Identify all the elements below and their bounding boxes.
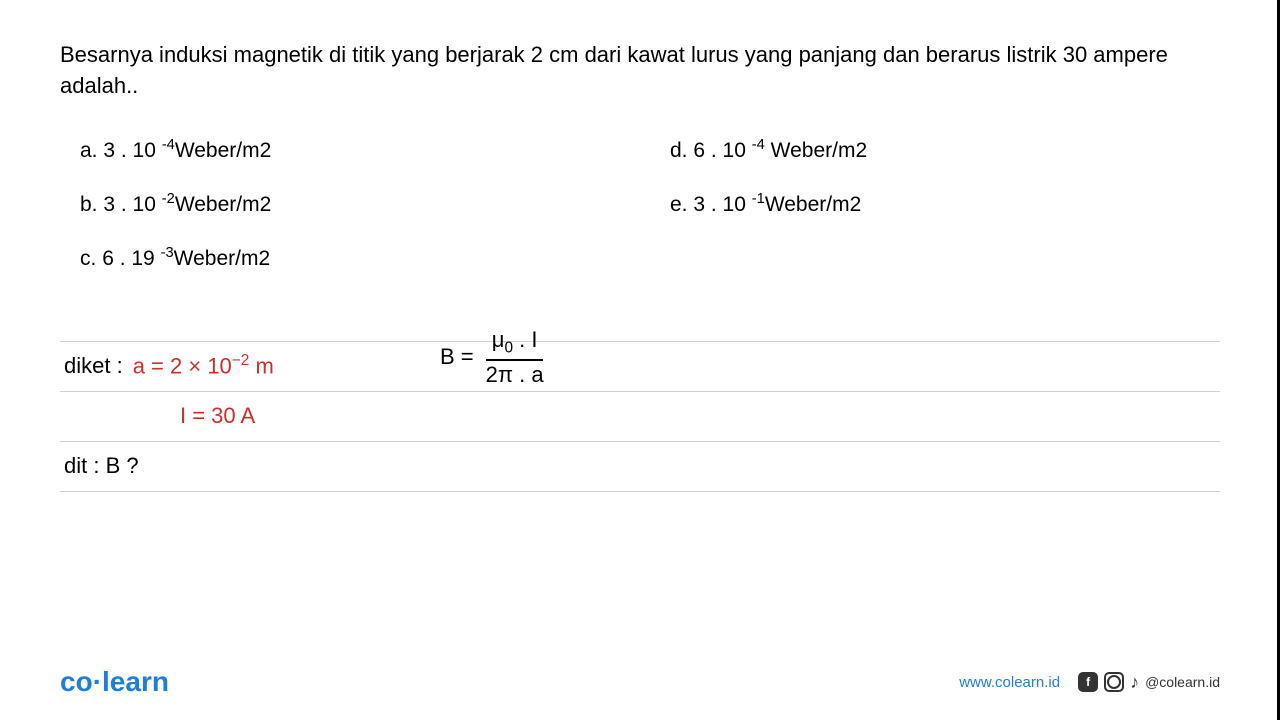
formula-b: B = μ0 . I 2π . a: [440, 328, 550, 388]
option-c-exp: -3: [161, 245, 174, 261]
logo-dot: ·: [93, 666, 102, 697]
option-b-unit: Weber/m2: [175, 193, 271, 216]
option-a-label: a.: [80, 139, 98, 162]
option-b-label: b.: [80, 193, 98, 216]
option-d-unit: Weber/m2: [765, 139, 867, 162]
option-b: b. 3 . 10 -2Weber/m2: [80, 191, 630, 217]
option-e-unit: Weber/m2: [765, 193, 861, 216]
option-a: a. 3 . 10 -4Weber/m2: [80, 137, 630, 163]
logo-learn: learn: [102, 666, 169, 697]
diket-label: diket :: [64, 353, 123, 379]
mu-sub: 0: [504, 339, 513, 356]
logo-co: co: [60, 666, 93, 697]
work-line-3: dit : B ?: [60, 441, 1220, 491]
formula-fraction: μ0 . I 2π . a: [480, 328, 550, 388]
dit-label: dit : B ?: [64, 453, 139, 479]
tiktok-icon: ♪: [1130, 672, 1139, 693]
option-a-coef: 3 . 10: [103, 139, 156, 162]
footer-url: www.colearn.id: [959, 674, 1060, 691]
option-b-coef: 3 . 10: [103, 193, 156, 216]
footer-right: www.colearn.id f ♪ @colearn.id: [959, 672, 1220, 693]
mu-symbol: μ: [492, 327, 505, 352]
work-line-2: I = 30 A: [60, 391, 1220, 441]
option-e-label: e.: [670, 193, 688, 216]
option-d: d. 6 . 10 -4 Weber/m2: [670, 137, 1220, 163]
option-e-coef: 3 . 10: [693, 193, 746, 216]
formula-left: B =: [440, 344, 474, 370]
option-c: c. 6 . 19 -3Weber/m2: [80, 245, 630, 271]
option-c-coef: 6 . 19: [102, 247, 155, 270]
a-suffix: m: [249, 354, 273, 379]
work-line-4: [60, 491, 1220, 541]
a-prefix: a = 2 × 10: [133, 354, 232, 379]
num-rest: . I: [513, 327, 537, 352]
option-c-label: c.: [80, 247, 96, 270]
work-area: diket : a = 2 × 10−2 m B = μ0 . I 2π . a…: [60, 341, 1220, 541]
colearn-logo: co·learn: [60, 666, 169, 698]
option-e: e. 3 . 10 -1Weber/m2: [670, 191, 1220, 217]
option-d-coef: 6 . 10: [693, 139, 746, 162]
option-d-exp: -4: [752, 137, 765, 153]
a-exp: −2: [232, 352, 250, 369]
option-e-exp: -1: [752, 191, 765, 207]
facebook-icon: f: [1078, 672, 1098, 692]
work-line-1: diket : a = 2 × 10−2 m B = μ0 . I 2π . a: [60, 341, 1220, 391]
instagram-icon: [1104, 672, 1124, 692]
social-handle: @colearn.id: [1145, 674, 1220, 690]
diket-a-value: a = 2 × 10−2 m: [133, 352, 274, 379]
option-b-exp: -2: [162, 191, 175, 207]
options-grid: a. 3 . 10 -4Weber/m2 d. 6 . 10 -4 Weber/…: [60, 137, 1220, 271]
option-a-unit: Weber/m2: [175, 139, 271, 162]
option-a-exp: -4: [162, 137, 175, 153]
diket-I-value: I = 30 A: [64, 403, 255, 429]
option-d-label: d.: [670, 139, 688, 162]
footer: co·learn www.colearn.id f ♪ @colearn.id: [60, 666, 1220, 698]
option-c-unit: Weber/m2: [174, 247, 270, 270]
formula-denominator: 2π . a: [480, 361, 550, 387]
formula-numerator: μ0 . I: [486, 328, 544, 361]
social-icons: f ♪ @colearn.id: [1078, 672, 1220, 693]
question-text: Besarnya induksi magnetik di titik yang …: [60, 40, 1220, 102]
